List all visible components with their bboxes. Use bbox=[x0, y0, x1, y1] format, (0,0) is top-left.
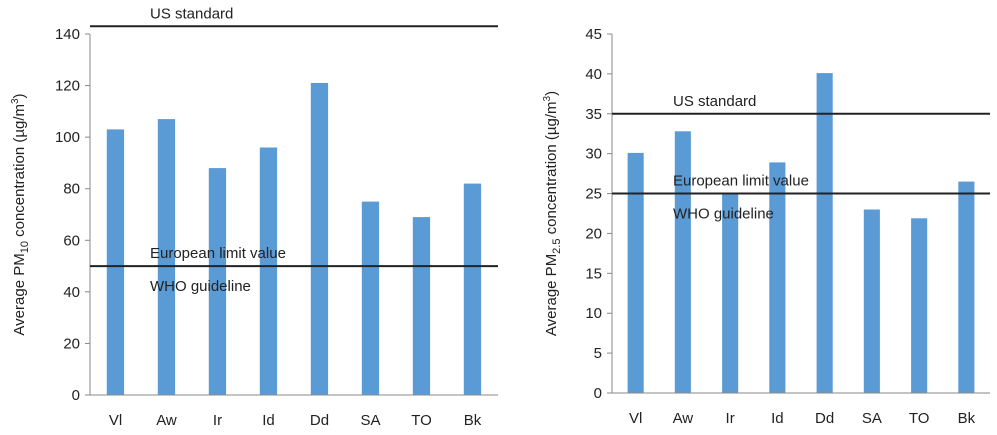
y-tick-label: 5 bbox=[594, 345, 602, 362]
bar-aw bbox=[157, 119, 176, 395]
x-tick-label: Dd bbox=[310, 412, 329, 429]
reference-line-label: European limit value bbox=[673, 173, 809, 190]
y-tick-label: 0 bbox=[72, 387, 80, 404]
x-tick-label: Aw bbox=[156, 412, 177, 429]
bar-aw bbox=[674, 131, 691, 394]
y-tick-label: 20 bbox=[585, 225, 602, 242]
x-tick-label: Aw bbox=[673, 410, 694, 427]
x-tick-label: Bk bbox=[958, 410, 976, 427]
x-tick-label: TO bbox=[909, 410, 930, 427]
reference-line-label: US standard bbox=[673, 93, 756, 110]
reference-line-label: WHO guideline bbox=[673, 206, 774, 223]
chart-panel-1: 0 20 40 60 80 100 120 140 Vl Aw Ir Id Dd SA TO Bk US sta… bbox=[10, 5, 498, 429]
x-tick-label: Bk bbox=[464, 412, 482, 429]
bar-sa bbox=[863, 209, 880, 393]
bar-sa bbox=[361, 201, 380, 395]
y-tick-label: 140 bbox=[55, 26, 80, 43]
y-tick-label: 10 bbox=[585, 305, 602, 322]
reference-line-label: WHO guideline bbox=[150, 278, 251, 295]
bar-dd bbox=[310, 83, 329, 395]
reference-line-label: US standard bbox=[150, 5, 233, 22]
bar-id bbox=[769, 162, 786, 393]
x-tick-label: SA bbox=[360, 412, 380, 429]
x-tick-label: Ir bbox=[213, 412, 222, 429]
bar-ir bbox=[208, 168, 227, 395]
y-tick-label: 40 bbox=[585, 66, 602, 83]
x-tick-label: Dd bbox=[815, 410, 834, 427]
y-tick-label: 60 bbox=[63, 232, 80, 249]
y-tick-label: 30 bbox=[585, 146, 602, 163]
bar-bk bbox=[463, 183, 482, 395]
bar-dd bbox=[816, 73, 833, 393]
x-tick-label: TO bbox=[411, 412, 432, 429]
bar-bk bbox=[958, 181, 975, 393]
y-tick-label: 15 bbox=[585, 265, 602, 282]
y-tick-label: 35 bbox=[585, 106, 602, 123]
x-tick-label: Vl bbox=[109, 412, 122, 429]
x-tick-label: Id bbox=[771, 410, 784, 427]
y-tick-label: 120 bbox=[55, 78, 80, 95]
bar-id bbox=[259, 147, 278, 395]
y-tick-label: 0 bbox=[594, 385, 602, 402]
y-tick-label: 45 bbox=[585, 26, 602, 43]
chart-panel-2: 0 5 10 15 20 25 30 35 40 45 Vl Aw Ir Id Dd SA TO Bk US sta… bbox=[542, 26, 990, 427]
y-tick-label: 40 bbox=[63, 284, 80, 301]
x-tick-label: SA bbox=[862, 410, 882, 427]
y-tick-label: 25 bbox=[585, 186, 602, 203]
y-tick-label: 80 bbox=[63, 181, 80, 198]
y-axis-title: Average PM10 concentration (µg/m3) bbox=[10, 93, 31, 335]
x-tick-label: Vl bbox=[629, 410, 642, 427]
y-axis-title: Average PM2.5 concentration (µg/m3) bbox=[542, 91, 563, 336]
bar-vl bbox=[106, 129, 125, 395]
y-tick-label: 100 bbox=[55, 129, 80, 146]
bar-ir bbox=[722, 193, 739, 393]
y-tick-label: 20 bbox=[63, 335, 80, 352]
reference-line-label: European limit value bbox=[150, 245, 286, 262]
bar-to bbox=[412, 217, 431, 395]
x-tick-label: Ir bbox=[726, 410, 735, 427]
x-tick-label: Id bbox=[262, 412, 275, 429]
bar-vl bbox=[627, 152, 644, 393]
bar-to bbox=[911, 218, 928, 393]
